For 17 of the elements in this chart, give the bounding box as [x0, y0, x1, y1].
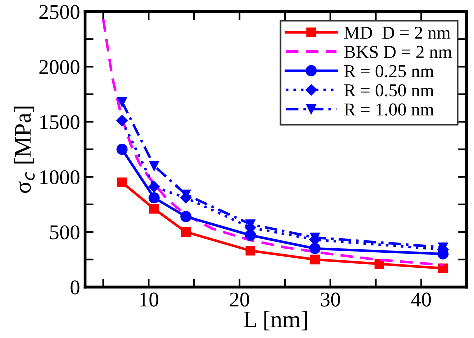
- legend-label: R = 1.00 nm: [344, 104, 434, 116]
- x-axis-title: L [nm]: [244, 311, 308, 331]
- y-tick-label: 1500: [40, 115, 80, 130]
- y-tick-label: 2500: [40, 5, 80, 20]
- y-tick-label: 0: [70, 280, 80, 295]
- legend-label: MD D = 2 nm: [344, 26, 451, 39]
- y-axis-title: σ$_{c}$ [MPa]: [14, 106, 35, 194]
- x-tick-label: 40: [411, 292, 432, 307]
- y-tick-label: 500: [50, 226, 80, 240]
- y-tick-label: 1000: [40, 170, 80, 185]
- legend-label: BKS D = 2 nm: [344, 46, 452, 58]
- y-tick-label: 2000: [40, 60, 80, 74]
- x-tick-label: 20: [230, 292, 250, 307]
- legend-label: R = 0.25 nm: [344, 65, 434, 78]
- x-tick-label: 30: [321, 292, 340, 307]
- legend-label: R = 0.50 nm: [344, 84, 434, 97]
- x-tick-label: 10: [140, 292, 159, 307]
